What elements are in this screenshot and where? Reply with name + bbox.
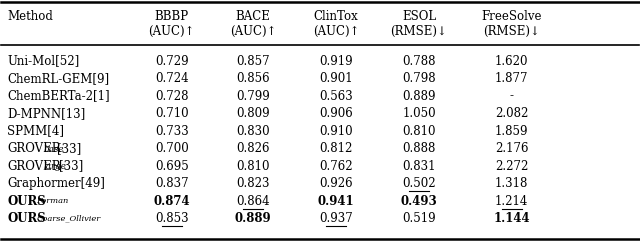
Text: large: large <box>44 162 67 171</box>
Text: 2.082: 2.082 <box>495 107 528 120</box>
Text: ClinTox
(AUC)↑: ClinTox (AUC)↑ <box>313 10 359 38</box>
Text: 1.214: 1.214 <box>495 194 528 208</box>
Text: 0.853: 0.853 <box>155 212 189 225</box>
Text: 0.810: 0.810 <box>236 160 269 173</box>
Text: 0.724: 0.724 <box>155 72 189 85</box>
Text: 0.502: 0.502 <box>402 177 436 190</box>
Text: ChemRL-GEM[9]: ChemRL-GEM[9] <box>7 72 109 85</box>
Text: 0.889: 0.889 <box>402 90 436 103</box>
Text: 0.728: 0.728 <box>155 90 189 103</box>
Text: 0.695: 0.695 <box>155 160 189 173</box>
Text: 0.563: 0.563 <box>319 90 353 103</box>
Text: 0.729: 0.729 <box>155 55 189 68</box>
Text: BACE
(AUC)↑: BACE (AUC)↑ <box>230 10 276 38</box>
Text: 0.864: 0.864 <box>236 194 269 208</box>
Text: 0.519: 0.519 <box>402 212 436 225</box>
Text: 0.733: 0.733 <box>155 125 189 138</box>
Text: 0.837: 0.837 <box>155 177 189 190</box>
Text: 0.762: 0.762 <box>319 160 353 173</box>
Text: 0.857: 0.857 <box>236 55 269 68</box>
Text: 1.859: 1.859 <box>495 125 529 138</box>
Text: 0.906: 0.906 <box>319 107 353 120</box>
Text: OURS: OURS <box>7 212 46 225</box>
Text: 0.830: 0.830 <box>236 125 269 138</box>
Text: 0.888: 0.888 <box>403 142 436 155</box>
Text: FreeSolve
(RMSE)↓: FreeSolve (RMSE)↓ <box>481 10 542 38</box>
Text: 0.901: 0.901 <box>319 72 353 85</box>
Text: 0.889: 0.889 <box>235 212 271 225</box>
Text: base: base <box>44 145 65 154</box>
Text: Uni-Mol[52]: Uni-Mol[52] <box>7 55 79 68</box>
Text: 0.710: 0.710 <box>155 107 189 120</box>
Text: D-MPNN[13]: D-MPNN[13] <box>7 107 85 120</box>
Text: 0.874: 0.874 <box>154 194 190 208</box>
Text: 0.812: 0.812 <box>319 142 353 155</box>
Text: GROVER: GROVER <box>7 142 61 155</box>
Text: 0.788: 0.788 <box>402 55 436 68</box>
Text: 1.318: 1.318 <box>495 177 528 190</box>
Text: BBBP
(AUC)↑: BBBP (AUC)↑ <box>148 10 195 38</box>
Text: 0.799: 0.799 <box>236 90 270 103</box>
Text: 0.798: 0.798 <box>402 72 436 85</box>
Text: 0.809: 0.809 <box>236 107 269 120</box>
Text: Forman: Forman <box>36 197 69 205</box>
Text: -: - <box>509 90 513 103</box>
Text: 1.877: 1.877 <box>495 72 529 85</box>
Text: 2.272: 2.272 <box>495 160 528 173</box>
Text: ESOL
(RMSE)↓: ESOL (RMSE)↓ <box>390 10 447 38</box>
Text: 0.826: 0.826 <box>236 142 269 155</box>
Text: GROVER: GROVER <box>7 160 61 173</box>
Text: 1.144: 1.144 <box>493 212 530 225</box>
Text: 1.620: 1.620 <box>495 55 529 68</box>
Text: 0.700: 0.700 <box>155 142 189 155</box>
Text: 0.926: 0.926 <box>319 177 353 190</box>
Text: 0.919: 0.919 <box>319 55 353 68</box>
Text: 0.856: 0.856 <box>236 72 269 85</box>
Text: 0.810: 0.810 <box>402 125 436 138</box>
Text: 0.493: 0.493 <box>401 194 437 208</box>
Text: 0.910: 0.910 <box>319 125 353 138</box>
Text: Method: Method <box>7 10 53 23</box>
Text: [33]: [33] <box>60 160 84 173</box>
Text: ChemBERTa-2[1]: ChemBERTa-2[1] <box>7 90 109 103</box>
Text: 0.831: 0.831 <box>402 160 436 173</box>
Text: OURS: OURS <box>7 194 46 208</box>
Text: Coarse_Ollivier: Coarse_Ollivier <box>36 215 100 223</box>
Text: SPMM[4]: SPMM[4] <box>7 125 64 138</box>
Text: [33]: [33] <box>56 142 81 155</box>
Text: 0.937: 0.937 <box>319 212 353 225</box>
Text: 2.176: 2.176 <box>495 142 529 155</box>
Text: 0.823: 0.823 <box>236 177 269 190</box>
Text: Graphormer[49]: Graphormer[49] <box>7 177 105 190</box>
Text: 0.941: 0.941 <box>317 194 355 208</box>
Text: 1.050: 1.050 <box>402 107 436 120</box>
